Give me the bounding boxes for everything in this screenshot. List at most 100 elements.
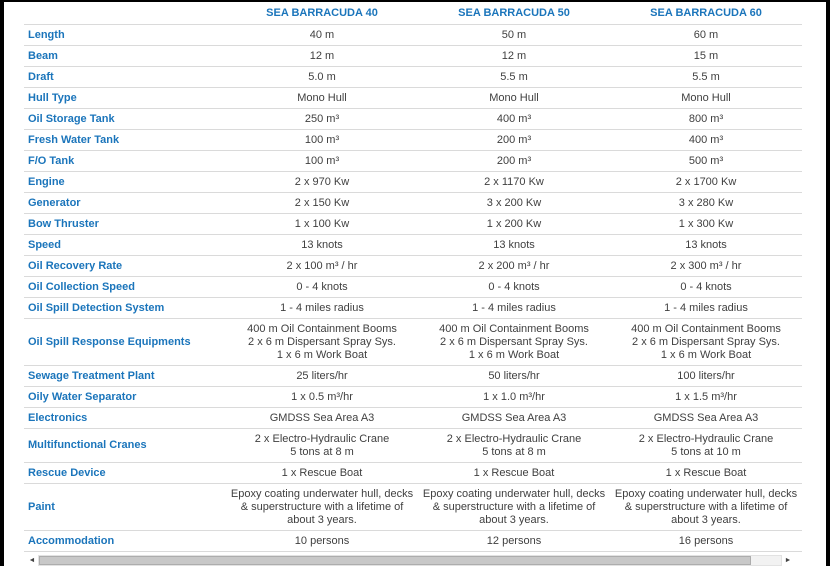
cell-value: 15 m xyxy=(693,49,719,62)
cell-value: Mono Hull xyxy=(681,91,731,104)
cell-value: GMDSS Sea Area A3 xyxy=(269,411,375,424)
cell-value: 0 - 4 knots xyxy=(488,280,540,293)
row-label: Multifunctional Cranes xyxy=(28,439,147,451)
row-label: Oil Recovery Rate xyxy=(28,259,123,272)
row-label: Beam xyxy=(28,49,58,62)
cell-value: 200 m³ xyxy=(496,133,532,146)
cell-value: 12 m xyxy=(501,49,527,62)
row-label: Draft xyxy=(28,70,54,83)
table-row: Electronics GMDSS Sea Area A3 GMDSS Sea … xyxy=(24,408,802,429)
table-row: Multifunctional Cranes 2 x Electro-Hydra… xyxy=(24,429,802,463)
cell-value: 40 m xyxy=(309,28,335,41)
column-header: SEA BARRACUDA 50 xyxy=(418,3,610,25)
cell-value: 200 m³ xyxy=(496,154,532,167)
table-row: Draft 5.0 m 5.5 m 5.5 m xyxy=(24,67,802,88)
table-row: Bow Thruster 1 x 100 Kw 1 x 200 Kw 1 x 3… xyxy=(24,214,802,235)
row-label: Electronics xyxy=(28,411,88,424)
cell-value: 2 x 200 m³ / hr xyxy=(478,259,550,272)
scroll-right-icon[interactable]: ► xyxy=(782,555,794,566)
cell-value: 50 m xyxy=(501,28,527,41)
cell-value: 250 m³ xyxy=(304,112,340,125)
cell-value: 1 - 4 miles radius xyxy=(280,301,364,314)
cell-value: 12 persons xyxy=(486,534,542,547)
row-label: Bow Thruster xyxy=(28,217,99,230)
cell-value: 1 x 0.5 m³/hr xyxy=(291,390,353,403)
row-label: Length xyxy=(28,28,65,41)
cell-value: Mono Hull xyxy=(489,91,539,104)
cell-value: 400 m Oil Containment Booms 2 x 6 m Disp… xyxy=(631,322,781,361)
row-label: Speed xyxy=(28,238,62,251)
cell-value: 2 x 1170 Kw xyxy=(484,175,544,188)
table-row: Oil Spill Response Equipments 400 m Oil … xyxy=(24,319,802,366)
row-label: Oily Water Separator xyxy=(28,390,137,403)
table-row: Sewage Treatment Plant 25 liters/hr 50 l… xyxy=(24,366,802,387)
horizontal-scrollbar[interactable]: ◄ ► xyxy=(26,555,794,566)
table-row: Generator 2 x 150 Kw 3 x 200 Kw 3 x 280 … xyxy=(24,193,802,214)
cell-value: 2 x 100 m³ / hr xyxy=(286,259,358,272)
row-label: Oil Spill Response Equipments xyxy=(28,335,191,348)
cell-value: 2 x Electro-Hydraulic Crane 5 tons at 8 … xyxy=(254,432,390,458)
column-header: SEA BARRACUDA 60 xyxy=(610,3,802,25)
cell-value: GMDSS Sea Area A3 xyxy=(653,411,759,424)
cell-value: 500 m³ xyxy=(688,154,724,167)
row-label: Fresh Water Tank xyxy=(28,133,120,146)
cell-value: 100 liters/hr xyxy=(677,369,735,382)
row-label: Oil Spill Detection System xyxy=(28,301,165,314)
table-row: Beam 12 m 12 m 15 m xyxy=(24,46,802,67)
cell-value: 5.5 m xyxy=(500,70,528,83)
column-header: SEA BARRACUDA 40 xyxy=(226,3,418,25)
row-label: Oil Collection Speed xyxy=(28,280,135,293)
cell-value: 100 m³ xyxy=(304,133,340,146)
cell-value: 1 x 100 Kw xyxy=(294,217,350,230)
cell-value: 2 x 300 m³ / hr xyxy=(670,259,742,272)
cell-value: 0 - 4 knots xyxy=(680,280,732,293)
cell-value: 400 m Oil Containment Booms 2 x 6 m Disp… xyxy=(247,322,397,361)
cell-value: 1 x 200 Kw xyxy=(486,217,542,230)
cell-value: 13 knots xyxy=(301,238,343,251)
table-row: Rescue Device 1 x Rescue Boat 1 x Rescue… xyxy=(24,463,802,484)
cell-value: 3 x 280 Kw xyxy=(678,196,734,209)
cell-value: 400 m Oil Containment Booms 2 x 6 m Disp… xyxy=(439,322,589,361)
scroll-left-icon[interactable]: ◄ xyxy=(26,555,38,566)
table-body: Length 40 m 50 m 60 m Beam 12 m 12 m 15 … xyxy=(24,25,802,566)
cell-value: 16 persons xyxy=(678,534,734,547)
cell-value: 5.5 m xyxy=(692,70,720,83)
scrollbar-thumb[interactable] xyxy=(39,556,752,565)
cell-value: 0 - 4 knots xyxy=(296,280,348,293)
cell-value: 25 liters/hr xyxy=(296,369,348,382)
table-row: Paint Epoxy coating underwater hull, dec… xyxy=(24,484,802,531)
cell-value: 400 m³ xyxy=(496,112,532,125)
header-empty-cell xyxy=(24,3,226,25)
table-row: Accommodation 10 persons 12 persons 16 p… xyxy=(24,531,802,552)
cell-value: 2 x Electro-Hydraulic Crane 5 tons at 10… xyxy=(638,432,774,458)
table-row: Oil Spill Detection System 1 - 4 miles r… xyxy=(24,298,802,319)
cell-value: 2 x 150 Kw xyxy=(294,196,350,209)
cell-value: 400 m³ xyxy=(688,133,724,146)
cell-value: Epoxy coating underwater hull, decks & s… xyxy=(614,487,798,526)
table-header: SEA BARRACUDA 40 SEA BARRACUDA 50 SEA BARR… xyxy=(24,3,802,25)
cell-value: 1 x Rescue Boat xyxy=(665,466,747,479)
cell-value: 1 x Rescue Boat xyxy=(281,466,363,479)
cell-value: 12 m xyxy=(309,49,335,62)
cell-value: 1 x 300 Kw xyxy=(678,217,734,230)
cell-value: Epoxy coating underwater hull, decks & s… xyxy=(230,487,414,526)
table-row: Length 40 m 50 m 60 m xyxy=(24,25,802,46)
row-label: Generator xyxy=(28,196,81,209)
cell-value: 1 x Rescue Boat xyxy=(473,466,555,479)
cell-value: 13 knots xyxy=(685,238,727,251)
table-row: Fresh Water Tank 100 m³ 200 m³ 400 m³ xyxy=(24,130,802,151)
cell-value: Mono Hull xyxy=(297,91,347,104)
vessel-specs-table: SEA BARRACUDA 40 SEA BARRACUDA 50 SEA BARR… xyxy=(24,3,802,566)
cell-value: 1 - 4 miles radius xyxy=(472,301,556,314)
table-row: Speed 13 knots 13 knots 13 knots xyxy=(24,235,802,256)
table-row: Oil Collection Speed 0 - 4 knots 0 - 4 k… xyxy=(24,277,802,298)
table-row: Oil Recovery Rate 2 x 100 m³ / hr 2 x 20… xyxy=(24,256,802,277)
row-label: Sewage Treatment Plant xyxy=(28,369,155,382)
row-label: Hull Type xyxy=(28,91,77,104)
scrollbar-track[interactable] xyxy=(38,555,782,566)
cell-value: 2 x 1700 Kw xyxy=(675,175,737,188)
row-label: Rescue Device xyxy=(28,466,106,479)
row-label: Paint xyxy=(28,500,55,513)
table-row: Oily Water Separator 1 x 0.5 m³/hr 1 x 1… xyxy=(24,387,802,408)
